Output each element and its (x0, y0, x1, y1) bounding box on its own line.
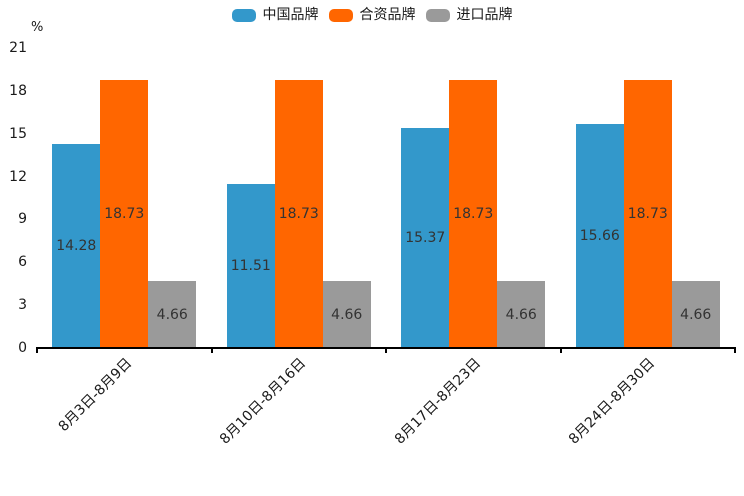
bar-value-label: 4.66 (331, 306, 363, 323)
bar-value-label: 4.66 (680, 306, 712, 323)
bar-china-brand-2 (401, 128, 450, 348)
bar-china-brand-0 (52, 144, 101, 348)
legend-label: 中国品牌 (262, 7, 319, 23)
bar-value-label: 4.66 (156, 306, 188, 323)
bar-value-label: 18.73 (627, 206, 668, 223)
legend-item-china-brand[interactable]: 中国品牌 (231, 7, 319, 24)
bar-joint-venture-brand-2 (449, 80, 498, 348)
x-axis-tick (734, 348, 736, 353)
bar-value-label: 15.37 (405, 230, 446, 247)
x-axis-category-label: 8月17日-8月23日 (391, 355, 484, 448)
y-axis-tick-label: 6 (18, 254, 27, 271)
bar-value-label: 11.51 (230, 257, 271, 274)
joint-venture-brand-legend-swatch-icon (328, 8, 353, 22)
x-axis-category-label: 8月24日-8月30日 (566, 355, 659, 448)
bar-value-label: 18.73 (104, 206, 145, 223)
bar-import-brand-3 (671, 281, 720, 348)
bar-value-label: 18.73 (278, 206, 319, 223)
y-axis-tick-label: 15 (9, 125, 27, 142)
bar-value-label: 18.73 (453, 206, 494, 223)
x-axis-tick (559, 348, 562, 353)
legend: 中国品牌 合资品牌 进口品牌 (0, 7, 744, 24)
bar-china-brand-3 (575, 124, 624, 348)
bar-china-brand-1 (226, 183, 275, 348)
y-axis-tick-label: 18 (9, 82, 27, 99)
bar-value-label: 14.28 (56, 238, 97, 254)
y-axis-tick-label: 21 (9, 40, 27, 56)
bar-joint-venture-brand-1 (274, 80, 323, 348)
bar-import-brand-1 (322, 281, 371, 348)
bar-joint-venture-brand-0 (100, 80, 149, 348)
y-axis-unit-label: % (31, 20, 44, 35)
bar-import-brand-0 (148, 281, 197, 348)
y-axis-tick-label: 0 (18, 340, 27, 356)
bar-value-label: 15.66 (579, 228, 620, 245)
legend-label: 进口品牌 (456, 7, 513, 23)
bar-value-label: 4.66 (505, 306, 537, 323)
bar-joint-venture-brand-3 (623, 80, 672, 348)
x-axis-tick (36, 348, 38, 353)
import-brand-legend-swatch-icon (425, 8, 450, 22)
legend-label: 合资品牌 (359, 7, 416, 23)
china-brand-legend-swatch-icon (231, 8, 256, 22)
y-axis-tick-label: 9 (18, 211, 27, 228)
x-axis-tick (385, 348, 387, 353)
legend-item-import-brand[interactable]: 进口品牌 (425, 7, 513, 24)
x-axis-category-label: 8月10日-8月16日 (217, 355, 310, 448)
legend-item-joint-venture-brand[interactable]: 合资品牌 (328, 7, 416, 24)
bar-import-brand-2 (497, 281, 546, 348)
x-axis-category-label: 8月3日-8月9日 (55, 355, 135, 435)
y-axis-tick-label: 12 (9, 168, 27, 185)
x-axis-tick (210, 348, 213, 353)
y-axis-tick-label: 3 (18, 297, 27, 314)
